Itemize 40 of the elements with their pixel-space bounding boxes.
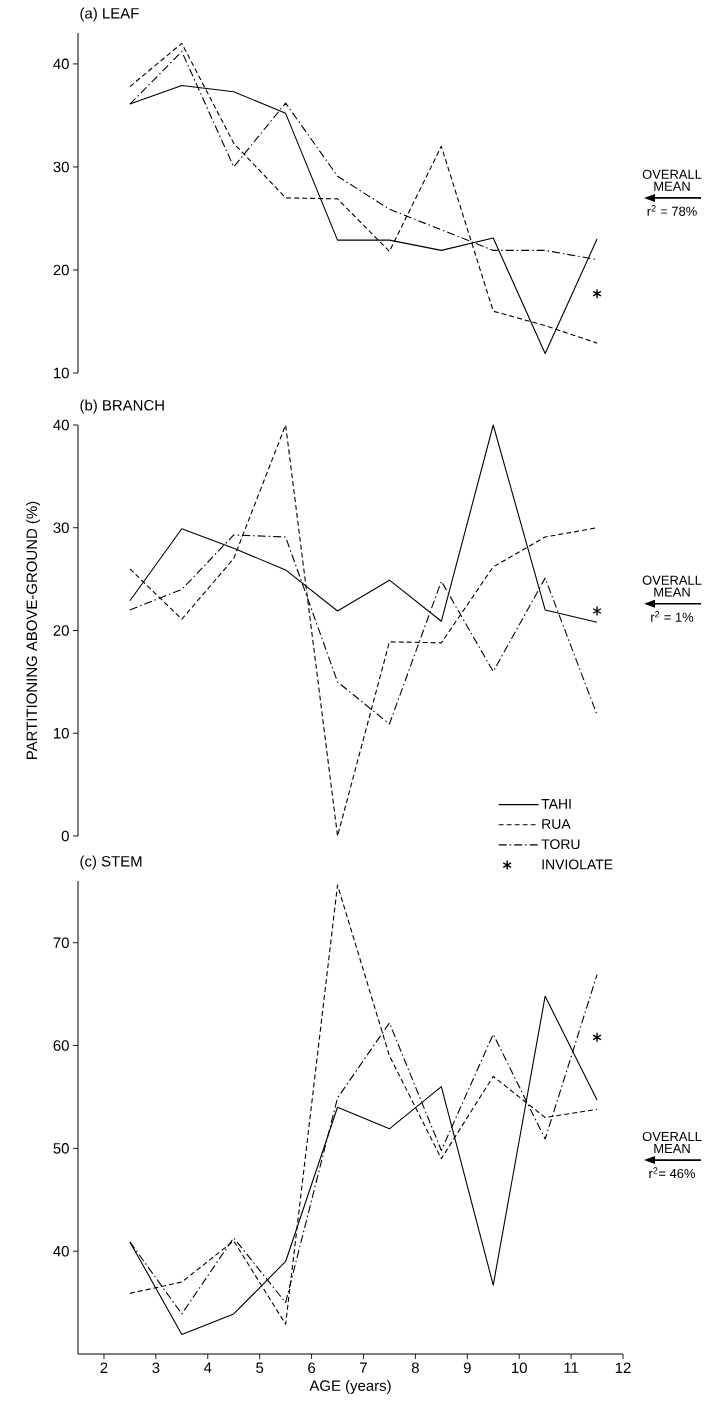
y-tick-label: 30 <box>53 522 69 534</box>
x-tick-label: 7 <box>360 1362 367 1373</box>
text: OVERALL MEAN <box>642 169 702 191</box>
x-tick-label: 3 <box>152 1362 160 1374</box>
y-tick-label: 40 <box>53 1245 69 1257</box>
chart-title: (c) STEM <box>80 855 142 870</box>
y-tick-label: 40 <box>53 58 69 70</box>
x-tick-label: 4 <box>203 1362 212 1373</box>
x-tick-label: 10 <box>512 1362 527 1374</box>
y-tick-label: 40 <box>53 419 69 431</box>
legend-label: TORU <box>541 839 580 850</box>
text: r$^{2}$ = 78% <box>647 205 697 216</box>
y-tick-label: 20 <box>53 625 69 636</box>
y-tick-label: 20 <box>53 264 69 276</box>
y-tick-label: 50 <box>53 1143 69 1154</box>
line-series <box>129 424 598 837</box>
y-tick-label: 60 <box>53 1040 69 1051</box>
x-tick-label: 8 <box>411 1362 419 1374</box>
y-axis-title: PARTITIONING ABOVE-GROUND (%) <box>26 501 41 759</box>
y-tick-label: 30 <box>53 161 69 173</box>
chart-title: (a) LEAF <box>80 7 139 22</box>
x-tick-label: 9 <box>463 1362 471 1374</box>
x-tick-label: 11 <box>564 1362 579 1373</box>
legend-label: TAHI <box>541 799 571 809</box>
x-tick-label: 2 <box>100 1362 108 1373</box>
chart-title: (b) BRANCH <box>80 399 164 414</box>
y-tick-label: 70 <box>53 937 69 948</box>
x-axis-title: AGE (years) <box>309 1379 391 1394</box>
x-tick-label: 6 <box>308 1362 316 1374</box>
legend-label: RUA <box>542 819 571 829</box>
x-tick-label: 12 <box>615 1362 631 1373</box>
text: r$^{2}$= 46% <box>649 1167 696 1179</box>
text: r$^{2}$ = 1% <box>651 611 694 622</box>
text: OVERALL MEAN <box>642 575 702 597</box>
y-tick-label: 10 <box>54 367 69 379</box>
y-tick-label: 0 <box>61 830 69 842</box>
y-tick-label: 10 <box>54 727 69 739</box>
x-tick-label: 5 <box>256 1362 264 1373</box>
legend-label: INVIOLATE <box>542 859 613 870</box>
text: OVERALL MEAN <box>642 1131 702 1153</box>
